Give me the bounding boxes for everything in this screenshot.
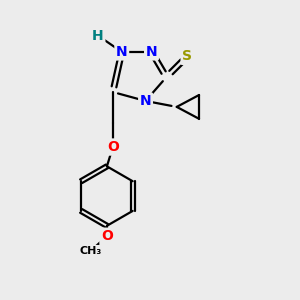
Text: N: N (116, 45, 128, 59)
Text: N: N (146, 45, 157, 59)
Text: H: H (92, 28, 104, 43)
Text: CH₃: CH₃ (80, 246, 102, 256)
Text: N: N (140, 94, 152, 108)
Text: O: O (107, 140, 119, 154)
Text: O: O (101, 229, 113, 243)
Text: S: S (182, 50, 192, 63)
